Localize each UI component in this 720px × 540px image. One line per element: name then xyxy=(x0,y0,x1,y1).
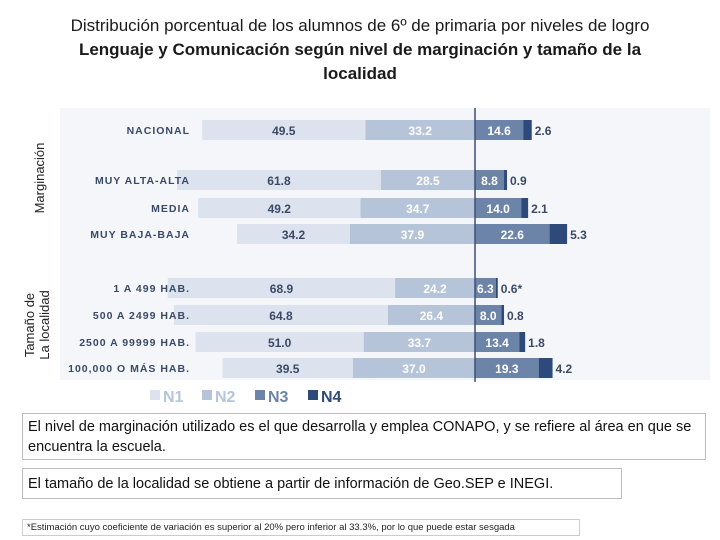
bar-n4 xyxy=(521,198,529,218)
bar-n3 xyxy=(475,120,524,140)
data-label-n2: 33.2 xyxy=(409,124,433,138)
bar-n2 xyxy=(349,224,475,244)
data-label-n3: 14.6 xyxy=(487,124,511,138)
data-label-n4: 0.9 xyxy=(510,174,527,188)
data-label-n1: 64.8 xyxy=(269,309,293,323)
bar-n1 xyxy=(167,278,396,298)
data-label-n1: 61.8 xyxy=(267,174,291,188)
bar-n3 xyxy=(475,278,496,298)
bar-n3 xyxy=(475,198,522,218)
category-label: 2500 A 99999 HAB. xyxy=(79,337,190,349)
category-label: 500 A 2499 HAB. xyxy=(93,310,190,322)
category-label: 100,000 O MÁS HAB. xyxy=(68,362,190,375)
bar-n4 xyxy=(538,358,553,378)
data-label-n2: 28.5 xyxy=(416,174,440,188)
bar-n1 xyxy=(198,198,361,218)
bar-n2 xyxy=(395,278,475,298)
data-label-n3: 13.4 xyxy=(485,336,509,350)
data-label-n4: 1.8 xyxy=(528,336,545,350)
bar-n2 xyxy=(363,332,475,352)
data-label-n2: 33.7 xyxy=(408,336,432,350)
bar-n1 xyxy=(202,120,366,140)
bar-n2 xyxy=(387,305,475,325)
data-label-n1: 51.0 xyxy=(268,336,292,350)
data-label-n4: 0.8 xyxy=(507,309,524,323)
bar-n2 xyxy=(360,198,475,218)
data-label-n4: 2.1 xyxy=(531,202,548,216)
note-tamano: El tamaño de la localidad se obtiene a p… xyxy=(22,468,622,499)
legend-swatch-n3 xyxy=(255,390,265,400)
data-label-n1: 34.2 xyxy=(282,228,306,242)
legend-swatch-n2 xyxy=(202,390,212,400)
chart-title: Distribución porcentual de los alumnos d… xyxy=(20,14,700,86)
bar-n2 xyxy=(380,170,475,190)
data-label-n2: 26.4 xyxy=(420,309,444,323)
bar-n1 xyxy=(222,358,353,378)
bar-n4 xyxy=(523,120,532,140)
bar-n4 xyxy=(495,278,498,298)
data-label-n3: 14.0 xyxy=(486,202,510,216)
data-label-n3: 8.8 xyxy=(481,174,498,188)
bar-n2 xyxy=(365,120,475,140)
bar-n1 xyxy=(195,332,364,352)
bar-n4 xyxy=(519,332,526,352)
data-label-n1: 39.5 xyxy=(276,362,300,376)
legend-label-n2: N2 xyxy=(215,389,236,406)
category-label: NACIONAL xyxy=(127,125,190,137)
stacked-bar-chart: NACIONAL 49.5 33.2 14.6 2.6 MUY ALTA-ALTA 61.8… xyxy=(60,108,710,406)
bar-n3 xyxy=(475,170,505,190)
data-label-n2: 24.2 xyxy=(423,282,447,296)
data-label-n3: 8.0 xyxy=(480,309,497,323)
bar-n3 xyxy=(475,358,539,378)
bar-n2 xyxy=(352,358,475,378)
category-label: 1 A 499 HAB. xyxy=(113,283,190,295)
title-line-3: localidad xyxy=(323,64,397,83)
title-line-1: Distribución porcentual de los alumnos d… xyxy=(70,16,650,35)
bar-n4 xyxy=(501,305,505,325)
title-line-2: Lenguaje y Comunicación según nivel de m… xyxy=(78,40,642,59)
data-label-n3: 22.6 xyxy=(501,228,525,242)
data-label-n3: 19.3 xyxy=(495,362,519,376)
data-label-n1: 49.5 xyxy=(272,124,296,138)
category-label: MUY BAJA-BAJA xyxy=(90,229,190,241)
bar-n1 xyxy=(177,170,381,190)
legend-swatch-n1 xyxy=(150,390,160,400)
note-marginacion: El nivel de marginación utilizado es el … xyxy=(22,413,706,460)
data-label-n1: 49.2 xyxy=(268,202,292,216)
data-label-n2: 37.0 xyxy=(402,362,426,376)
legend-label-n4: N4 xyxy=(321,389,342,406)
category-label: MEDIA xyxy=(151,203,190,215)
legend-swatch-n4 xyxy=(308,390,318,400)
legend-label-n1: N1 xyxy=(163,389,184,406)
bar-n1 xyxy=(237,224,350,244)
data-label-n4: 0.6* xyxy=(501,282,523,296)
data-label-n2: 34.7 xyxy=(406,202,430,216)
legend-label-n3: N3 xyxy=(268,389,289,406)
data-label-n4: 2.6 xyxy=(535,124,552,138)
data-label-n2: 37.9 xyxy=(401,228,425,242)
bar-n1 xyxy=(174,305,388,325)
data-label-n4: 4.2 xyxy=(556,362,573,376)
bar-n3 xyxy=(475,332,520,352)
footnote: *Estimación cuyo coeficiente de variació… xyxy=(22,519,580,536)
data-label-n4: 5.3 xyxy=(570,228,587,242)
data-label-n1: 68.9 xyxy=(270,282,294,296)
bar-n3 xyxy=(475,224,550,244)
data-label-n3: 6.3 xyxy=(477,282,494,296)
bar-n4 xyxy=(549,224,568,244)
category-label: MUY ALTA-ALTA xyxy=(95,175,190,187)
bar-n4 xyxy=(504,170,508,190)
bar-n3 xyxy=(475,305,502,325)
